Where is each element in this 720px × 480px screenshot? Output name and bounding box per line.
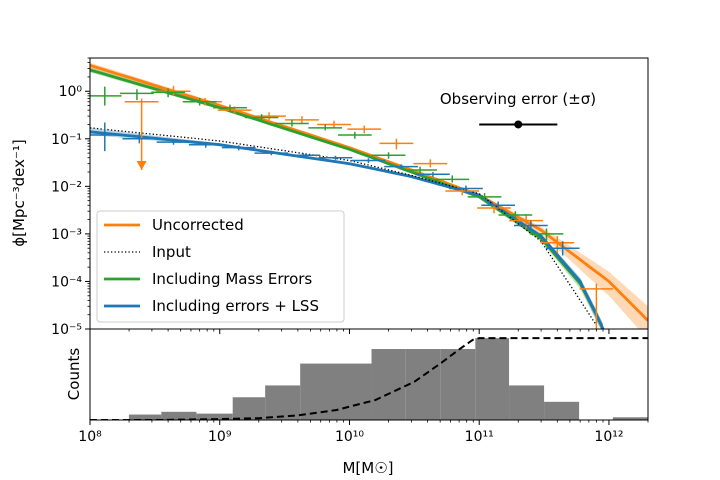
histogram-bar — [161, 411, 197, 420]
histogram-bar — [544, 401, 580, 420]
y-tick-label: 10⁻⁵ — [51, 322, 82, 338]
upper-limit-arrow — [136, 161, 147, 171]
observing-error-annotation: Observing error (±σ) — [440, 90, 596, 129]
legend-label-3: Including errors + LSS — [152, 297, 319, 315]
histogram-bar — [300, 363, 337, 420]
y-axis-label: ϕ[Mpc⁻³dex⁻¹] — [10, 139, 28, 247]
y-tick-label: 10⁻² — [51, 179, 82, 195]
curve-uncorrected — [90, 64, 648, 322]
x-tick-label: 10⁸ — [78, 429, 102, 445]
histogram-panel — [90, 337, 648, 420]
histogram-bar — [336, 363, 372, 420]
histogram-bar — [612, 417, 648, 420]
observing-error-label: Observing error (±σ) — [440, 90, 596, 108]
y-axis-ticks: 10⁰ 10⁻¹ 10⁻² 10⁻³ 10⁻⁴ 10⁻⁵ — [51, 57, 90, 338]
histogram-bar — [405, 349, 441, 420]
y-tick-label: 10⁻³ — [51, 227, 82, 243]
x-axis-ticks: 10⁸ 10⁹ 10¹⁰ 10¹¹ 10¹² — [78, 329, 649, 445]
curve-input — [90, 127, 597, 326]
histogram-bar — [440, 349, 476, 420]
legend-label-0: Uncorrected — [152, 216, 244, 234]
x-tick-label: 10⁹ — [208, 429, 232, 445]
x-axis-label: M[M☉] — [342, 459, 393, 477]
histogram-bar — [475, 338, 510, 420]
x-tick-label: 10¹⁰ — [335, 429, 364, 445]
curve-including-errors-lss — [90, 130, 605, 329]
histogram-bar — [265, 385, 301, 420]
bottom-panel-frame — [89, 328, 649, 421]
histogram-bar — [232, 397, 266, 420]
histogram-bar — [371, 349, 406, 420]
y-tick-label: 10⁰ — [59, 84, 83, 100]
histogram-bar — [128, 414, 162, 420]
x-tick-label: 10¹¹ — [465, 429, 494, 445]
legend-label-2: Including Mass Errors — [152, 270, 312, 288]
histogram-bar — [196, 413, 233, 420]
selection-curve — [90, 337, 648, 420]
x-tick-label: 10¹² — [594, 429, 623, 445]
legend-label-1: Input — [152, 243, 191, 261]
legend: Uncorrected Input Including Mass Errors Inc… — [96, 210, 345, 323]
y-tick-label: 10⁻⁴ — [51, 274, 82, 290]
counts-axis-label: Counts — [65, 348, 83, 401]
y-tick-label: 10⁻¹ — [51, 132, 82, 148]
data-points — [90, 85, 614, 329]
histogram-bar — [509, 385, 545, 420]
legend-box — [96, 210, 345, 323]
observing-error-marker — [514, 120, 523, 129]
